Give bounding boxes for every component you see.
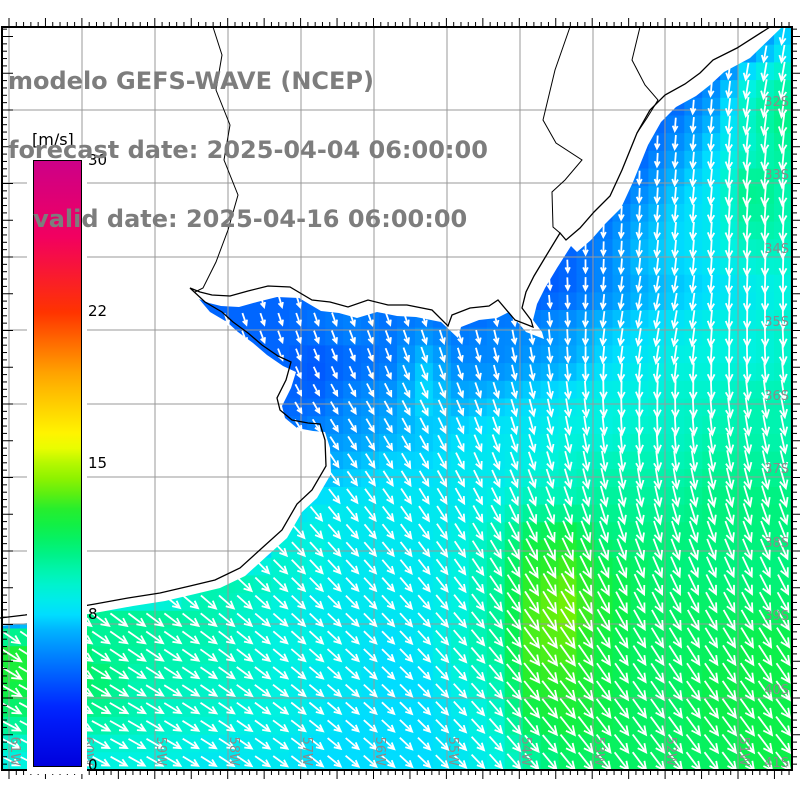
lon-label: 54W [518,737,533,767]
lon-label: 55W [445,737,460,767]
title-block: modelo GEFS-WAVE (NCEP) forecast date: 2… [8,24,488,277]
colorbar-gradient [33,160,82,767]
model-title: modelo GEFS-WAVE (NCEP) [8,67,374,95]
coastline [0,26,771,619]
wind-arrows [0,27,792,772]
lat-label: 35S [764,315,789,330]
lat-label: 37S [764,462,789,477]
lon-label: 53W [591,737,606,767]
lon-label: 51W [736,737,751,767]
lon-label: 59W [153,737,168,767]
lat-label: 33S [764,168,789,183]
forecast-date: forecast date: 2025-04-04 06:00:00 [8,136,488,164]
lon-label: 61W [7,737,22,767]
land-mask [0,27,782,626]
colorbar-tick-label: 0 [88,756,98,774]
valid-date: valid date: 2025-04-16 06:00:00 [8,205,468,233]
lon-label: 52W [663,737,678,767]
graticule [2,27,792,770]
lon-label: 58W [226,737,241,767]
lat-label: 39S [764,609,789,624]
lat-label: 41S [764,756,789,771]
lon-label: 57W [299,737,314,767]
lat-label: 40S [764,683,789,698]
lat-label: 38S [764,536,789,551]
lon-label: 56W [372,737,387,767]
axis-labels: 61W 60W 59W 58W 57W 56W 55W 54W 53W 52W 51W32S33S3… [7,95,789,771]
colorbar-tick-label: 15 [88,453,108,472]
colorbar-tick-label: 8 [88,604,98,623]
river-lines [194,26,659,293]
colorbar-tick-label: 30 [88,151,108,169]
colorbar-unit-label: [m/s] [30,130,76,149]
lat-label: 34S [764,242,789,257]
colorbar-tick-label: 22 [88,302,108,321]
plot-frame [1,26,793,771]
lat-label: 32S [764,95,789,110]
lat-label: 36S [764,389,789,404]
